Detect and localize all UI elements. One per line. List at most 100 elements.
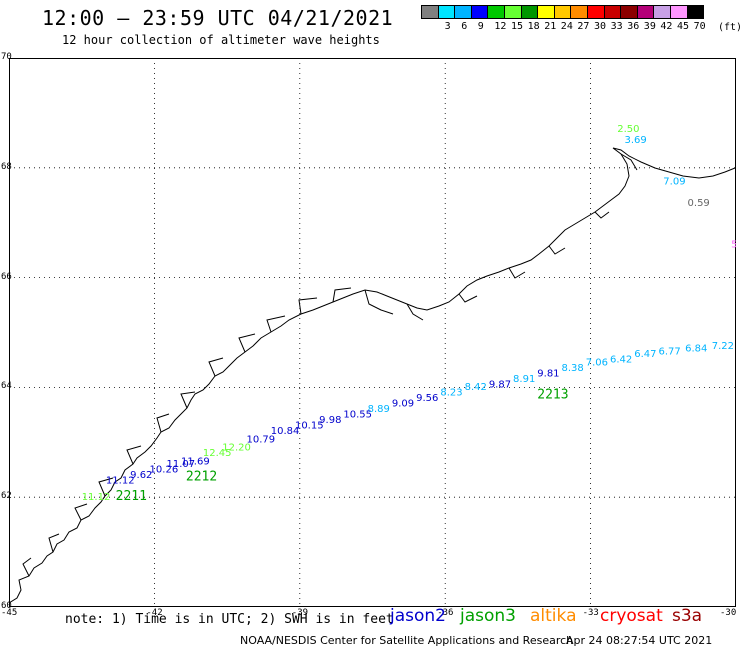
latitude-tick-label: 64 xyxy=(1,381,12,392)
wave-height-observations: 2.503.69 7.090.59 55 7.22 6.84 6.776.476.427.… xyxy=(82,124,740,504)
color-scale-label: 27 xyxy=(577,21,590,32)
color-scale-swatch xyxy=(653,5,671,19)
color-scale-label: 15 xyxy=(511,21,524,32)
wave-height-label: 8.38 xyxy=(562,363,584,374)
latitude-tick-label: 70 xyxy=(1,52,12,62)
longitude-tick-label: -39 xyxy=(291,608,309,618)
color-scale-label: 21 xyxy=(544,21,557,32)
color-scale-swatch xyxy=(553,5,572,19)
longitude-tick-label: -36 xyxy=(437,608,454,618)
wave-height-label: 11.07 xyxy=(167,459,196,470)
wave-height-label: 11.69 xyxy=(181,456,210,467)
color-scale-label: 36 xyxy=(627,21,640,32)
color-scale-swatch xyxy=(454,5,472,19)
color-scale-swatch xyxy=(586,5,605,19)
legend-cryosat: cryosat xyxy=(600,606,663,626)
color-scale-label: 12 xyxy=(494,21,507,32)
color-scale-swatch xyxy=(686,5,705,19)
chart-title: 12:00 – 23:59 UTC 04/21/2021 xyxy=(42,6,394,30)
wave-height-label: 10.55 xyxy=(343,410,372,421)
wave-height-label: 6.42 xyxy=(610,355,632,366)
pass-number-label: 2211 xyxy=(116,489,147,504)
color-scale-label: 70 xyxy=(693,21,706,32)
color-scale-label: 6 xyxy=(461,21,468,32)
wave-height-label: 7.22 xyxy=(712,341,734,352)
latitude-tick-label: 60 xyxy=(1,601,12,611)
wave-height-label: 2.50 xyxy=(617,124,639,135)
color-scale-label: 39 xyxy=(643,21,656,32)
color-scale-label: 18 xyxy=(527,21,540,32)
color-scale-swatch xyxy=(470,5,489,19)
latitude-tick-label: 66 xyxy=(1,271,12,282)
wave-height-label: 10.15 xyxy=(295,421,324,432)
legend-jason3: jason3 xyxy=(460,606,516,626)
generation-timestamp: Apr 24 08:27:54 UTC 2021 xyxy=(566,634,713,647)
wave-height-label: 7.09 xyxy=(663,176,685,187)
color-scale-swatch xyxy=(669,5,688,19)
color-scale-swatch xyxy=(520,5,539,19)
color-scale-label: 45 xyxy=(677,21,690,32)
color-scale-swatch xyxy=(487,5,505,19)
color-scale-swatches xyxy=(421,5,705,19)
wave-height-label: 11.12 xyxy=(82,492,111,503)
greenland-fjords xyxy=(22,153,638,577)
color-scale-swatch xyxy=(421,5,439,19)
color-scale: 3 6 9 12 15 18 21 24 27 30 33 36 39 42 45 70 xyxy=(421,5,706,33)
wave-height-label: 10.26 xyxy=(150,464,179,475)
longitude-tick-label: -45 xyxy=(1,608,18,618)
wave-height-label: 11.12 xyxy=(106,475,135,486)
wave-height-label: 12.20 xyxy=(222,443,251,454)
color-scale-label: 42 xyxy=(660,21,673,32)
longitude-tick-label: -30 xyxy=(720,608,737,618)
wave-height-label: 9.87 xyxy=(489,379,511,390)
pass-number-label: 2213 xyxy=(537,387,568,402)
longitude-tick-label: -33 xyxy=(582,608,599,618)
longitude-tick-label: -42 xyxy=(146,608,163,618)
greenland-coastline xyxy=(8,147,736,604)
color-scale-swatch xyxy=(603,5,622,19)
wave-height-label: 9.98 xyxy=(319,415,341,426)
color-scale-swatch xyxy=(620,5,638,19)
pass-number-label: 2212 xyxy=(186,470,217,485)
wave-height-label: 9.62 xyxy=(130,470,152,481)
wave-height-label: 9.81 xyxy=(537,368,559,379)
chart-subtitle: 12 hour collection of altimeter wave hei… xyxy=(62,33,380,47)
color-scale-swatch xyxy=(537,5,555,19)
color-scale-label: 24 xyxy=(560,21,573,32)
wave-height-label: 8.23 xyxy=(440,388,462,399)
credit-line: NOAA/NESDIS Center for Satellite Applica… xyxy=(240,634,574,647)
wave-height-label: 6.84 xyxy=(685,344,707,355)
wave-height-label: 8.42 xyxy=(465,382,487,393)
color-scale-label: 33 xyxy=(610,21,623,32)
color-scale-unit: (ft) xyxy=(718,22,740,33)
legend-altika: altika xyxy=(530,606,577,626)
wave-height-label: 8.89 xyxy=(368,404,390,415)
color-scale-label: 3 xyxy=(444,21,451,32)
color-scale-label: 9 xyxy=(477,21,484,32)
map-plot-area: 2.503.69 7.090.59 55 7.22 6.84 6.776.476.427.… xyxy=(1,52,740,618)
latitude-tick-label: 68 xyxy=(1,161,12,172)
latitude-tick-label: 62 xyxy=(1,491,12,502)
color-scale-label: 30 xyxy=(594,21,607,32)
map-canvas: 2.503.69 7.090.59 55 7.22 6.84 6.776.476.427.… xyxy=(8,57,740,608)
map-frame xyxy=(9,58,736,607)
color-scale-swatch xyxy=(636,5,655,19)
wave-height-label: 10.84 xyxy=(271,426,300,437)
color-scale-swatch xyxy=(570,5,588,19)
legend-s3a: s3a xyxy=(672,606,703,626)
footnote: note: 1) Time is in UTC; 2) SWH is in fe… xyxy=(65,612,394,627)
wave-height-label: 9.09 xyxy=(392,399,414,410)
wave-height-label: 12.45 xyxy=(203,448,232,459)
wave-height-label: 8.91 xyxy=(513,374,535,385)
wave-height-label: 6.47 xyxy=(634,349,656,360)
color-scale-labels: 3 6 9 12 15 18 21 24 27 30 33 36 39 42 45 70 xyxy=(422,19,706,33)
wave-height-label: 3.69 xyxy=(625,135,647,146)
color-scale-swatch xyxy=(503,5,522,19)
wave-height-label: 55 xyxy=(731,239,736,250)
wave-height-label: 6.77 xyxy=(658,346,680,357)
color-scale-swatch xyxy=(437,5,456,19)
wave-height-label: 7.06 xyxy=(586,357,608,368)
legend-jason2: jason2 xyxy=(390,606,446,626)
wave-height-label: 0.59 xyxy=(688,198,710,209)
wave-height-label: 9.56 xyxy=(416,393,438,404)
